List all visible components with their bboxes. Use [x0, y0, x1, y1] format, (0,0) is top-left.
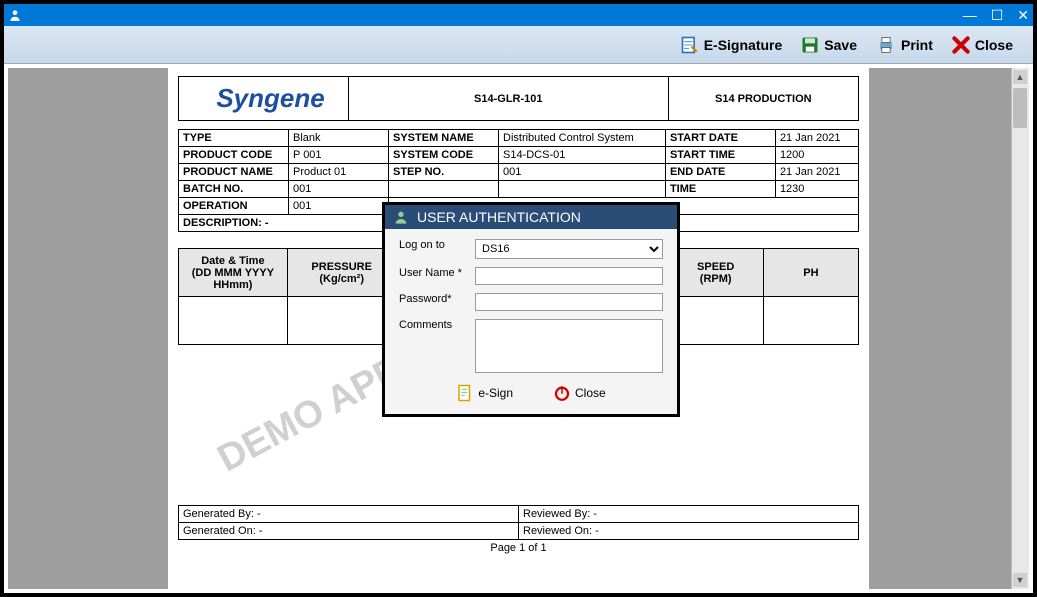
comments-label: Comments: [399, 319, 475, 331]
scroll-up-icon[interactable]: ▲: [1013, 70, 1027, 84]
user-icon: [8, 8, 22, 22]
doc-code: S14-GLR-101: [349, 77, 669, 121]
password-input[interactable]: [475, 293, 663, 311]
save-button[interactable]: Save: [800, 35, 857, 55]
esignature-button[interactable]: E-Signature: [680, 35, 783, 55]
esign-submit-button[interactable]: e-Sign: [456, 384, 513, 402]
maximize-button[interactable]: ☐: [991, 7, 1004, 24]
user-icon: [393, 209, 409, 225]
modal-close-button[interactable]: Close: [553, 384, 606, 402]
brand-logo: Syngene: [179, 77, 349, 121]
print-label: Print: [901, 37, 933, 53]
logon-label: Log on to: [399, 239, 475, 251]
report-header-table: Syngene S14-GLR-101 S14 PRODUCTION: [178, 76, 859, 121]
toolbar: E-Signature Save Print Close: [4, 26, 1033, 64]
right-gutter: ▲ ▼: [869, 68, 1029, 589]
close-button[interactable]: Close: [951, 35, 1013, 55]
username-label: User Name *: [399, 267, 475, 279]
scroll-down-icon[interactable]: ▼: [1013, 573, 1027, 587]
print-button[interactable]: Print: [875, 35, 933, 55]
scroll-thumb[interactable]: [1013, 88, 1027, 128]
minimize-button[interactable]: —: [963, 7, 977, 24]
username-input[interactable]: [475, 267, 663, 285]
close-label: Close: [975, 37, 1013, 53]
footer-table: Generated By: - Reviewed By: - Generated…: [178, 505, 859, 540]
col-pressure: PRESSURE (Kg/cm²): [287, 249, 396, 297]
col-datetime: Date & Time (DD MMM YYYY HHmm): [179, 249, 288, 297]
scrollbar[interactable]: ▲ ▼: [1011, 68, 1029, 589]
window-titlebar: — ☐ ✕: [4, 4, 1033, 26]
esignature-label: E-Signature: [704, 37, 783, 53]
left-gutter: [8, 68, 168, 589]
close-window-button[interactable]: ✕: [1017, 7, 1029, 24]
doc-title: S14 PRODUCTION: [668, 77, 858, 121]
password-label: Password*: [399, 293, 475, 305]
page-number: Page 1 of 1: [178, 542, 859, 554]
col-speed: SPEED (RPM): [668, 249, 763, 297]
save-label: Save: [824, 37, 857, 53]
comments-input[interactable]: [475, 319, 663, 373]
logon-select[interactable]: DS16: [475, 239, 663, 259]
auth-modal: USER AUTHENTICATION Log on to DS16 User …: [382, 202, 680, 417]
auth-modal-title: USER AUTHENTICATION: [385, 205, 677, 229]
col-ph: PH: [763, 249, 858, 297]
